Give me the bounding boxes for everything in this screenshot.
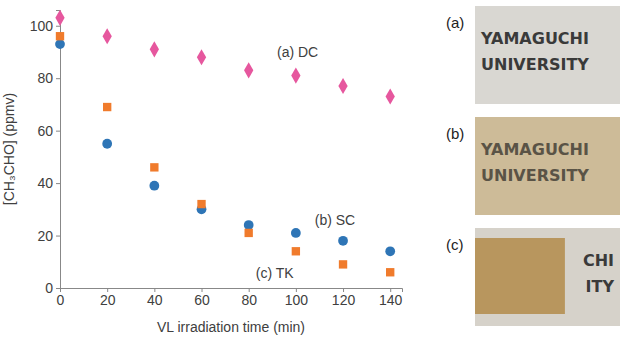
x-tick: 80 xyxy=(241,288,257,308)
y-tick-mark xyxy=(56,26,60,27)
x-tick-label: 20 xyxy=(100,292,116,308)
annotation: (c) TK xyxy=(256,265,295,281)
y-tick-mark xyxy=(56,288,60,289)
y-tick: 60 xyxy=(37,123,60,139)
y-axis: 0 20 40 60 80 100 xyxy=(30,11,61,296)
y-tick-mark xyxy=(56,131,60,132)
photo: YAMAGUCHI UNIVERSITY xyxy=(475,117,620,215)
x-tick: 120 xyxy=(332,288,356,308)
photo-text: YAMAGUCHI xyxy=(480,29,589,48)
x-tick-label: 120 xyxy=(332,292,356,308)
point xyxy=(56,32,64,40)
y-tick-label: 60 xyxy=(37,123,53,139)
point xyxy=(150,41,159,57)
point xyxy=(244,220,254,230)
photo-label: (c) xyxy=(446,236,464,253)
y-tick-label: 20 xyxy=(37,228,53,244)
point xyxy=(291,68,300,84)
y-tick-label: 40 xyxy=(37,175,53,191)
photo-text: YAMAGUCHI xyxy=(480,140,589,159)
x-tick: 60 xyxy=(194,288,210,308)
y-axis-line xyxy=(56,11,61,289)
point xyxy=(338,236,348,246)
photo-text: UNIVERSITY xyxy=(481,166,589,185)
y-tick-mark xyxy=(56,78,60,79)
point xyxy=(245,229,253,237)
y-tick-label: 0 xyxy=(45,280,53,296)
y-tick-mark xyxy=(56,183,60,184)
point xyxy=(103,103,111,111)
photo-coating xyxy=(475,238,565,314)
x-tick: 100 xyxy=(285,288,309,308)
point xyxy=(386,268,394,276)
photo: YAMAGUCHI UNIVERSITY xyxy=(475,6,620,104)
y-tick: 0 xyxy=(45,280,60,296)
point xyxy=(102,139,112,149)
point xyxy=(197,49,206,65)
photo-background xyxy=(475,117,620,215)
point xyxy=(150,163,158,171)
photo-text: UNIVERSITY xyxy=(481,55,589,74)
x-tick-label: 100 xyxy=(285,292,309,308)
x-tick: 0 xyxy=(57,288,65,308)
photo-label: (a) xyxy=(446,14,464,31)
x-tick: 40 xyxy=(147,288,163,308)
photo-background xyxy=(475,6,620,104)
y-tick-label: 100 xyxy=(30,18,54,34)
annotation: (a) DC xyxy=(277,44,318,60)
x-tick-label: 80 xyxy=(241,292,257,308)
point xyxy=(55,10,64,26)
y-tick: 20 xyxy=(37,228,60,244)
y-tick: 80 xyxy=(37,70,60,86)
point xyxy=(386,88,395,104)
data-points xyxy=(55,10,395,277)
x-tick: 20 xyxy=(100,288,116,308)
photo: CHI ITY xyxy=(475,228,620,326)
photo-label: (b) xyxy=(446,125,464,142)
chart: 0 20 40 60 80 100 120 140 0 20 40 60 80 100 VL irradia… xyxy=(1,10,403,335)
point xyxy=(103,28,112,44)
point xyxy=(292,247,300,255)
point xyxy=(149,181,159,191)
x-tick-label: 60 xyxy=(194,292,210,308)
figure: 0 20 40 60 80 100 120 140 0 20 40 60 80 100 VL irradia… xyxy=(0,0,630,344)
photo-text: CHI xyxy=(583,251,614,270)
x-tick-label: 0 xyxy=(57,292,65,308)
y-tick-mark xyxy=(56,236,60,237)
y-tick-label: 80 xyxy=(37,70,53,86)
point xyxy=(197,200,205,208)
y-tick: 100 xyxy=(30,18,60,34)
x-tick-label: 40 xyxy=(147,292,163,308)
x-axis: 0 20 40 60 80 100 120 140 xyxy=(57,288,403,308)
annotation: (b) SC xyxy=(315,212,355,228)
point xyxy=(338,78,347,94)
photo-text: ITY xyxy=(586,277,615,296)
point xyxy=(244,62,253,78)
point xyxy=(385,246,395,256)
point xyxy=(55,39,65,49)
x-tick: 140 xyxy=(379,288,403,308)
y-axis-title: [CH₃CHO] (ppmv) xyxy=(1,93,17,205)
photo-background xyxy=(475,228,620,326)
x-axis-title: VL irradiation time (min) xyxy=(157,319,305,335)
point xyxy=(291,228,301,238)
y-tick: 40 xyxy=(37,175,60,191)
x-tick-label: 140 xyxy=(379,292,403,308)
point xyxy=(339,260,347,268)
